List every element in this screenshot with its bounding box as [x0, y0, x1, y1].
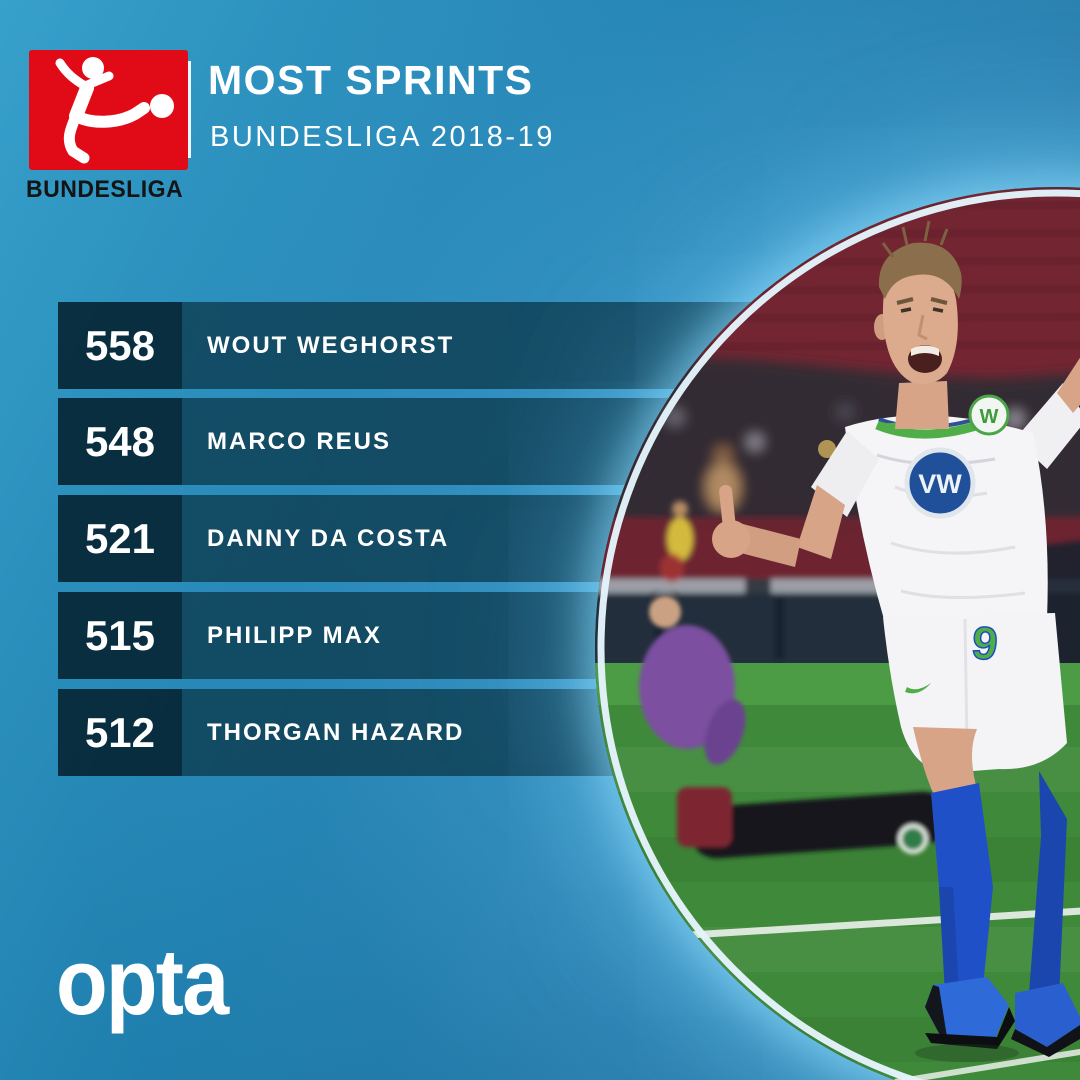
- vw-badge-text: VW: [918, 469, 962, 499]
- goalkeeper-figure: [639, 589, 950, 859]
- fist: [712, 520, 750, 558]
- main-player: VW W 9: [712, 220, 1080, 1062]
- shorts-number: 9: [969, 616, 1000, 670]
- sprint-count: 512: [58, 689, 182, 776]
- photo-rim: [597, 189, 1080, 1080]
- sprint-count: 515: [58, 592, 182, 679]
- kicking-player-icon: [55, 57, 174, 164]
- player-photo-circle: VW W 9: [595, 187, 1080, 1080]
- player-head-dot: [82, 57, 104, 79]
- raised-arm: [1057, 357, 1080, 413]
- club-badge-letter: W: [980, 406, 999, 428]
- sleeve-patch: [818, 440, 836, 458]
- player-photo-illustration: VW W 9: [595, 187, 1080, 1080]
- football-dot: [150, 94, 174, 118]
- bundesliga-logo: [29, 50, 188, 170]
- header-divider: [188, 61, 191, 158]
- back-boot: [1015, 983, 1080, 1047]
- front-thigh: [913, 727, 977, 801]
- shirt: [845, 415, 1048, 623]
- sprint-count: 558: [58, 302, 182, 389]
- nike-swoosh-icon: [878, 407, 919, 429]
- touchline: [624, 907, 1080, 943]
- front-boot: [925, 977, 1009, 1039]
- pitch-line: [894, 1048, 1080, 1080]
- neck: [895, 381, 949, 429]
- opta-logo: opta: [56, 929, 229, 1034]
- sprint-count: 521: [58, 495, 182, 582]
- pointing-forearm: [733, 523, 801, 567]
- page-subtitle: BUNDESLIGA 2018-19: [210, 121, 555, 153]
- vw-badge: [904, 447, 976, 519]
- sprint-count: 548: [58, 398, 182, 485]
- steward-figure: [667, 517, 693, 561]
- pointing-finger: [719, 484, 736, 533]
- hair: [878, 242, 962, 299]
- shorts-swoosh-icon: [905, 683, 931, 694]
- club-badge: [968, 394, 1010, 436]
- back-sock: [1029, 771, 1067, 999]
- page-title: MOST SPRINTS: [208, 57, 534, 103]
- bundesliga-wordmark: BUNDESLIGA: [26, 176, 184, 203]
